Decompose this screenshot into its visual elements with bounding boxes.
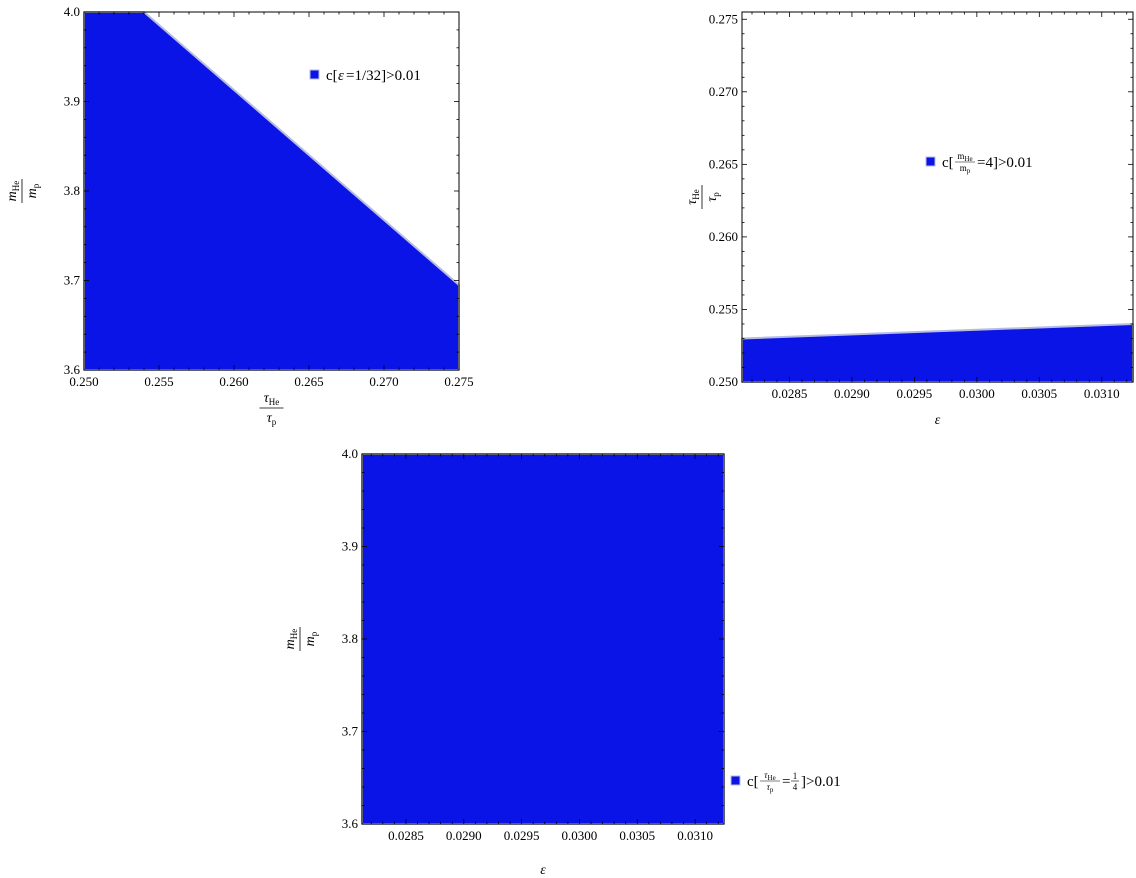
region-area	[361, 453, 725, 825]
x-axis-label: ε	[935, 413, 941, 428]
y-tick-label: 3.7	[64, 273, 81, 288]
legend-swatch	[925, 156, 936, 167]
y-tick-label: 0.255	[709, 301, 738, 316]
x-tick-label: 0.265	[294, 374, 323, 389]
svg-text:=1/32]>0.01: =1/32]>0.01	[346, 68, 421, 84]
svg-text:ε: ε	[338, 68, 344, 84]
y-tick-label: 3.8	[64, 183, 80, 198]
y-tick-label: 4.0	[64, 4, 80, 19]
chart-panel-bottom: 0.0285 0.0290 0.0295 0.0300 0.0305 0.0310 3.6 3…	[283, 446, 841, 878]
x-tick-label: 0.0285	[772, 386, 808, 401]
svg-text:τp: τp	[767, 782, 774, 794]
svg-text:]>0.01: ]>0.01	[801, 774, 841, 790]
x-tick-label: 0.260	[219, 374, 248, 389]
svg-text:4: 4	[793, 782, 798, 792]
y-tick-label: 3.7	[342, 724, 359, 739]
svg-text:mp: mp	[960, 163, 971, 175]
y-tick-label: 3.9	[342, 539, 358, 554]
svg-text:τp: τp	[267, 411, 277, 427]
legend-label: c[	[942, 155, 954, 171]
y-tick-label: 3.9	[64, 94, 80, 109]
x-tick-label: 0.275	[444, 374, 473, 389]
x-tick-label: 0.0305	[1021, 386, 1057, 401]
legend-swatch	[730, 775, 741, 786]
x-tick-label: 0.0285	[388, 828, 424, 843]
svg-text:=4]>0.01: =4]>0.01	[977, 155, 1033, 171]
x-axis-label: ε	[540, 863, 546, 878]
legend: c[ε =1/32]>0.01	[309, 68, 421, 84]
y-tick-label: 0.275	[709, 11, 738, 26]
x-tick-label: 0.0290	[834, 386, 870, 401]
chart-panel-top-right: 0.0285 0.0290 0.0295 0.0300 0.0305 0.0310 0.25…	[685, 11, 1134, 428]
y-tick-label: 0.265	[709, 156, 738, 171]
x-tick-label: 0.0290	[446, 828, 482, 843]
svg-text:τp: τp	[705, 192, 721, 202]
y-tick-label: 0.260	[709, 229, 738, 244]
x-tick-label: 0.0305	[619, 828, 655, 843]
x-tick-label: 0.0300	[562, 828, 598, 843]
svg-text:=: =	[782, 774, 790, 790]
x-tick-label: 0.0295	[897, 386, 933, 401]
x-tick-label: 0.0310	[677, 828, 713, 843]
x-tick-label: 0.250	[69, 374, 98, 389]
x-tick-label: 0.0295	[504, 828, 540, 843]
svg-text:ε: ε	[540, 863, 546, 878]
x-tick-label: 0.0300	[959, 386, 995, 401]
y-tick-label: 0.250	[709, 374, 738, 389]
x-tick-label: 0.0310	[1084, 386, 1120, 401]
svg-text:1: 1	[793, 771, 798, 781]
y-tick-label: 3.6	[64, 362, 81, 377]
plot-frame	[741, 11, 1134, 383]
y-tick-label: 3.8	[342, 631, 358, 646]
svg-text:τHe: τHe	[764, 770, 775, 782]
x-tick-label: 0.270	[369, 374, 398, 389]
y-tick-label: 4.0	[342, 446, 358, 461]
y-tick-label: 3.6	[342, 816, 359, 831]
x-tick-label: 0.255	[144, 374, 173, 389]
svg-text:ε: ε	[935, 413, 941, 428]
legend-label: c[	[747, 774, 759, 790]
legend-label: c[	[326, 68, 338, 84]
legend-swatch	[309, 69, 320, 80]
y-tick-label: 0.270	[709, 84, 738, 99]
